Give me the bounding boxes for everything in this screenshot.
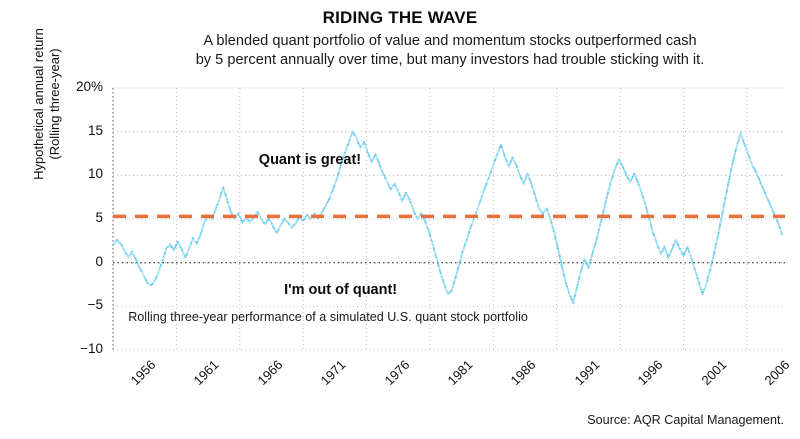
y-tick-label: 15 (87, 122, 103, 138)
x-tick-label: 1961 (190, 357, 222, 389)
y-tick-label: 20% (75, 79, 103, 94)
y-axis-label: Hypothetical annual return (Rolling thre… (31, 0, 63, 233)
plot-area (112, 87, 785, 351)
x-tick-label: 1966 (254, 357, 286, 389)
y-tick-label: 5 (95, 210, 103, 225)
y-tick-label: −10 (80, 341, 103, 356)
chart-annotation: Quant is great! (258, 152, 362, 169)
x-tick-label: 1981 (444, 357, 476, 389)
source-note: Source: AQR Capital Management. (587, 413, 784, 427)
y-tick-label: −5 (87, 297, 103, 313)
x-tick-label: 2001 (698, 357, 730, 389)
chart-title: RIDING THE WAVE (322, 8, 478, 27)
x-tick-label: 1971 (317, 357, 349, 389)
chart-subtitle-line-2: by 5 percent annually over time, but man… (195, 52, 705, 68)
x-tick-label: 1986 (507, 357, 539, 389)
y-axis-label-line-1: Hypothetical annual return (31, 28, 46, 180)
plot-svg (112, 87, 785, 351)
chart-annotation: I'm out of quant! (284, 282, 398, 299)
y-axis-label-line-2: (Rolling three-year) (47, 48, 62, 160)
y-tick-label: 0 (95, 253, 103, 269)
y-tick-label: 10 (87, 166, 103, 182)
chart-subtitle: A blended quant portfolio of value and m… (100, 32, 800, 70)
chart-subtitle-line-1: A blended quant portfolio of value and m… (203, 33, 697, 49)
x-tick-label: 1956 (127, 357, 159, 389)
chart-footnote: Rolling three-year performance of a simu… (128, 310, 528, 325)
x-tick-label: 1991 (571, 357, 603, 389)
x-tick-label: 2006 (761, 357, 793, 389)
data-series (112, 130, 783, 304)
x-tick-label: 1996 (634, 357, 666, 389)
x-tick-label: 1976 (381, 357, 413, 389)
